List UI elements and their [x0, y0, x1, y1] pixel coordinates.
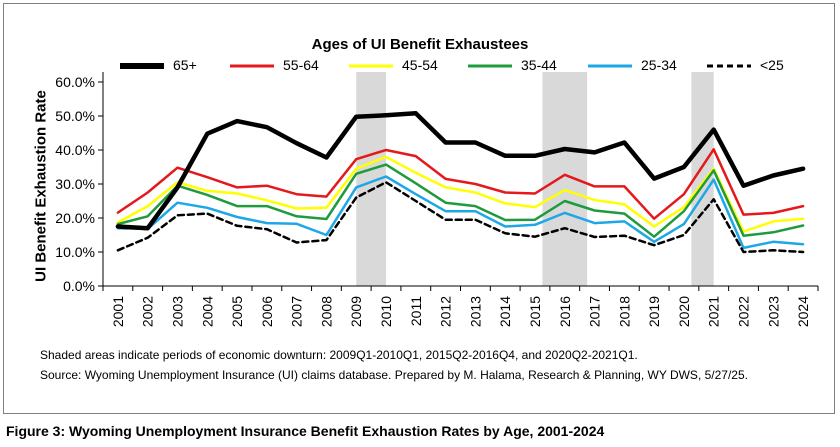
x-tick-label: 2024 [795, 296, 811, 327]
x-tick-label: 2009 [348, 296, 364, 327]
legend-item: 25-34 [586, 56, 696, 76]
series-line-25 [116, 181, 805, 254]
y-tick-label: 30.0% [55, 176, 95, 192]
y-tick-label: 0.0% [63, 278, 95, 294]
series-line-65 [115, 111, 806, 231]
y-tick-label: 10.0% [55, 244, 95, 260]
x-tick-label: 2005 [229, 296, 245, 327]
x-tick-label: 2020 [676, 296, 692, 327]
x-tick-label: 2004 [199, 296, 215, 327]
x-tick-label: 2021 [706, 296, 722, 327]
legend-item: 65+ [118, 56, 228, 76]
legend: 65+ 55-64 45-54 35-44 25-34 <25 [0, 56, 840, 76]
legend-swatch [468, 64, 512, 68]
legend-item: 35-44 [466, 56, 576, 76]
legend-item: 45-54 [347, 56, 457, 76]
y-tick-label: 20.0% [55, 210, 95, 226]
x-tick-label: 2003 [169, 296, 185, 327]
legend-label: 25-34 [641, 57, 677, 73]
figure-frame [3, 3, 835, 414]
y-tick-label: 60.0% [55, 74, 95, 90]
x-tick-label: 2022 [736, 296, 752, 327]
legend-label: <25 [760, 57, 784, 73]
downturn-band-2 [691, 72, 714, 286]
x-tick-label: 2008 [318, 296, 334, 327]
legend-swatch [707, 64, 751, 68]
legend-swatch [588, 64, 632, 68]
x-tick-label: 2016 [557, 296, 573, 327]
x-tick-label: 2011 [408, 296, 424, 326]
x-tick-label: 2010 [378, 296, 394, 327]
legend-item: 55-64 [228, 56, 338, 76]
x-tick-label: 2018 [616, 296, 632, 327]
legend-label: 45-54 [402, 57, 438, 73]
legend-title: Ages of UI Benefit Exhaustees [311, 36, 529, 53]
x-tick-label: 2012 [438, 296, 454, 327]
figure-caption: Figure 3: Wyoming Unemployment Insurance… [6, 423, 605, 439]
x-tick-label: 2007 [289, 296, 305, 327]
legend-swatch [230, 64, 274, 68]
x-tick-label: 2017 [587, 296, 603, 327]
legend-label: 65+ [173, 57, 197, 73]
x-tick-label: 2013 [467, 296, 483, 327]
legend-item: <25 [705, 56, 815, 76]
series-line-3544 [116, 163, 805, 238]
y-tick-label: 40.0% [55, 142, 95, 158]
x-tick-label: 2015 [527, 296, 543, 327]
legend-label: 55-64 [283, 57, 319, 73]
legend-swatch [349, 64, 393, 68]
x-tick-label: 2006 [259, 296, 275, 327]
series-line-4554 [116, 155, 805, 233]
legend-label: 35-44 [521, 57, 557, 73]
y-axis-title: UI Benefit Exhaustion Rate [32, 90, 50, 282]
x-tick-label: 2023 [765, 296, 781, 327]
x-tick-label: 2014 [497, 296, 513, 327]
legend-swatch [120, 63, 164, 69]
series-line-2534 [116, 175, 805, 250]
source-note: Source: Wyoming Unemployment Insurance (… [40, 368, 748, 382]
x-tick-label: 2001 [110, 296, 126, 327]
downturn-band-1 [542, 72, 588, 286]
shading-note: Shaded areas indicate periods of economi… [40, 348, 638, 362]
series-line-5564 [116, 148, 805, 220]
x-tick-label: 2019 [646, 296, 662, 327]
y-tick-label: 50.0% [55, 108, 95, 124]
x-tick-label: 2002 [140, 296, 156, 327]
